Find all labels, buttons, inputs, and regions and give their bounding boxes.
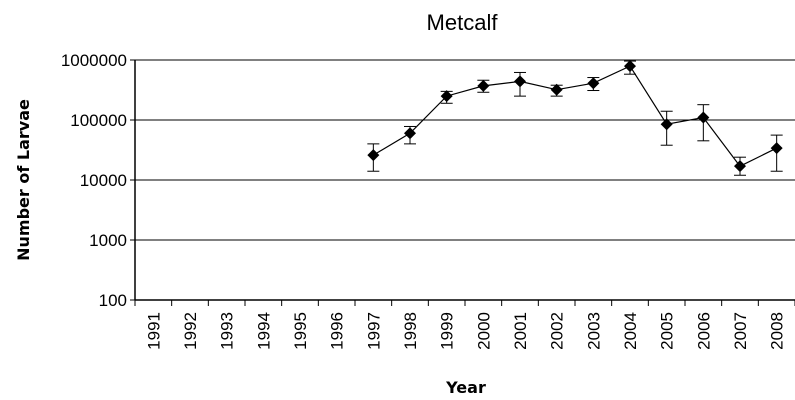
x-tick-label: 1991 — [144, 312, 163, 350]
x-tick-label: 2001 — [511, 312, 530, 350]
x-tick-label: 1995 — [291, 312, 310, 350]
data-point-2006 — [697, 111, 710, 124]
x-ticks: 1991 1992 1993 1994 1995 1996 1997 1998 1999 2000… — [134, 300, 795, 350]
y-tick-label: 100000 — [70, 111, 127, 130]
x-tick-label: 1998 — [401, 312, 420, 350]
x-tick-label: 2005 — [658, 312, 677, 350]
x-tick-label: 1997 — [364, 312, 383, 350]
data-point-1999 — [440, 90, 453, 103]
x-tick-label: 2000 — [474, 312, 493, 350]
x-tick-label: 2006 — [694, 312, 713, 350]
x-tick-label: 2007 — [731, 312, 750, 350]
data-point-2008 — [770, 142, 783, 155]
series — [367, 60, 783, 176]
x-tick-label: 2003 — [584, 312, 603, 350]
x-axis-label: Year — [445, 378, 486, 397]
x-tick-label: 1993 — [218, 312, 237, 350]
x-tick-label: 2002 — [548, 312, 567, 350]
x-tick-label: 1999 — [438, 312, 457, 350]
y-axis-label: Number of Larvae — [14, 99, 33, 261]
data-point-2001 — [514, 75, 526, 88]
data-point-2003 — [587, 77, 600, 90]
data-point-2004 — [624, 60, 636, 73]
y-tick-label: 10000 — [80, 171, 127, 190]
data-point-1997 — [367, 149, 380, 162]
x-tick-label: 2008 — [768, 312, 787, 350]
data-point-1998 — [404, 127, 416, 140]
x-tick-label: 1996 — [328, 312, 347, 350]
data-point-2005 — [660, 118, 673, 131]
series-line — [372, 65, 777, 167]
data-point-2007 — [734, 160, 746, 173]
data-point-2000 — [477, 79, 490, 92]
y-tick-label: 1000000 — [61, 51, 127, 70]
y-ticks: 100 1000 10000 100000 1000000 — [61, 51, 135, 310]
x-tick-label: 1992 — [181, 312, 200, 350]
y-tick-label: 1000 — [89, 231, 127, 250]
x-tick-label: 1994 — [254, 312, 273, 350]
chart-title: Metcalf — [427, 10, 499, 35]
x-tick-label: 2004 — [621, 312, 640, 350]
data-point-2002 — [550, 83, 563, 96]
y-tick-label: 100 — [99, 291, 127, 310]
grid — [135, 59, 795, 241]
